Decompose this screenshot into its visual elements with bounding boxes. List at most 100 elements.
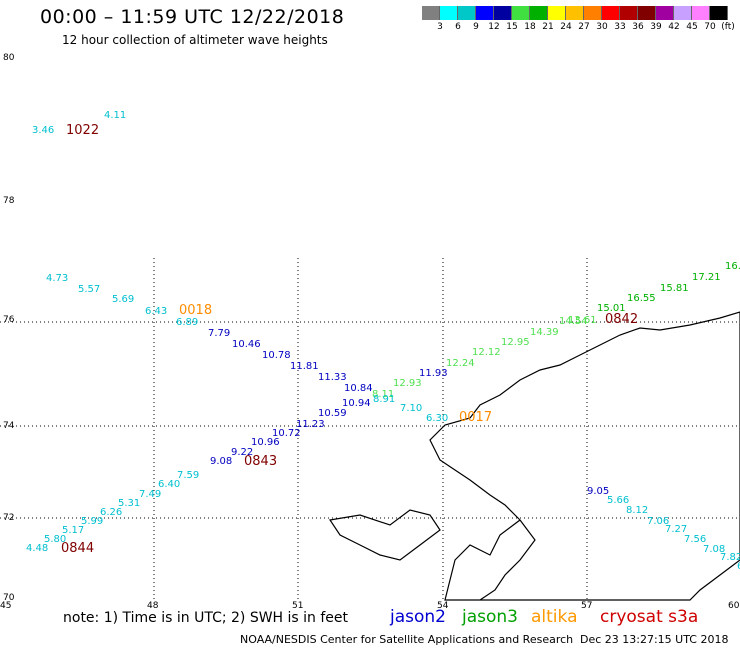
scale-swatch: [530, 6, 548, 20]
wave-height-label: 16.55: [627, 293, 656, 304]
pass-time-label: 0842: [605, 312, 638, 327]
scale-swatch: [602, 6, 620, 20]
scale-swatch: [422, 6, 440, 20]
wave-height-label: 12.93: [393, 378, 422, 389]
wave-height-label: 14.54: [559, 316, 588, 327]
scale-swatch: [566, 6, 584, 20]
wave-height-label: 11.23: [296, 419, 325, 430]
scale-label: 27: [578, 22, 590, 32]
wave-height-label: 7.27: [665, 524, 687, 535]
wave-height-label: 11.33: [318, 372, 347, 383]
legend-jason2: jason2: [390, 607, 446, 627]
scale-label: 45: [686, 22, 698, 32]
wave-height-label: 6.30: [426, 413, 448, 424]
pass-time-label: 1022: [66, 123, 99, 138]
wave-height-label: 7.79: [208, 328, 230, 339]
wave-height-label: 7.08: [703, 544, 725, 555]
wave-height-label: 12.24: [446, 358, 475, 369]
scale-label: 6: [455, 22, 461, 32]
wave-height-label: 5.57: [78, 284, 100, 295]
footer-note: note: 1) Time is in UTC; 2) SWH is in fe…: [63, 610, 349, 626]
wave-height-label: 5.31: [118, 498, 140, 509]
wave-height-label: 7.49: [139, 489, 161, 500]
wave-height-label: 11.81: [290, 361, 319, 372]
x-tick-label: 54: [437, 601, 449, 611]
y-tick-label: 74: [3, 421, 15, 431]
legend-jason3: jason3: [462, 607, 518, 627]
scale-swatch: [638, 6, 656, 20]
scale-label: 18: [524, 22, 536, 32]
wave-height-label: 7.82: [720, 552, 740, 563]
wave-height-label: 12.95: [501, 337, 530, 348]
wave-height-label: 10.72: [272, 428, 301, 439]
wave-height-label: 5.80: [44, 534, 66, 545]
pass-time-label: 0017: [459, 410, 492, 425]
scale-swatch: [458, 6, 476, 20]
wave-height-label: 6.26: [100, 507, 122, 518]
scale-label: 24: [560, 22, 572, 32]
scale-label: 39: [650, 22, 662, 32]
footer-timestamp: Dec 23 13:27:15 UTC 2018: [580, 633, 729, 646]
scale-swatch: [674, 6, 692, 20]
wave-height-label: 8.12: [626, 505, 648, 516]
wave-height-label: 4.48: [26, 543, 48, 554]
legend-altika: altika: [531, 607, 578, 627]
color-scale-labels: 3 6 9 12 15 18 21 24 27 30 33 36 39 42 45 70 (ft): [422, 22, 740, 34]
scale-label: 3: [437, 22, 443, 32]
page-subtitle: 12 hour collection of altimeter wave hei…: [62, 33, 328, 47]
wave-height-label: 6.89: [176, 317, 198, 328]
wave-height-label: 9.08: [210, 456, 232, 467]
wave-height-label: 10.78: [262, 350, 291, 361]
wave-height-label: 17.21: [692, 272, 721, 283]
scale-swatch: [620, 6, 638, 20]
y-tick-label: 78: [3, 196, 15, 206]
wave-height-label: 10.46: [232, 339, 261, 350]
pass-time-label: 0844: [61, 541, 94, 556]
wave-height-label: 9.05: [587, 486, 609, 497]
scale-swatch: [548, 6, 566, 20]
x-tick-label: 57: [581, 601, 592, 611]
scale-swatch: [494, 6, 512, 20]
scale-label: 33: [614, 22, 626, 32]
wave-height-label: 6: [737, 561, 740, 572]
wave-height-label: 10.84: [344, 383, 373, 394]
scale-label: 42: [668, 22, 680, 32]
scale-swatch: [692, 6, 710, 20]
scale-label: (ft): [721, 22, 735, 32]
legend-cryosat-s3a: cryosat s3a: [600, 607, 699, 627]
scale-label: 21: [542, 22, 554, 32]
wave-height-label: 15.01: [597, 303, 626, 314]
scale-label: 30: [596, 22, 608, 32]
wave-height-label: 3.46: [32, 125, 54, 136]
scale-swatch: [656, 6, 674, 20]
x-tick-label: 60: [728, 601, 740, 611]
scale-swatch: [476, 6, 494, 20]
scale-label: 36: [632, 22, 644, 32]
wave-height-label: 5.66: [607, 495, 629, 506]
coastline: [328, 311, 740, 601]
wave-height-label: 9.22: [231, 447, 253, 458]
wave-height-label: 10.94: [342, 398, 371, 409]
pass-time-label: 0843: [244, 454, 277, 469]
footer-credit: NOAA/NESDIS Center for Satellite Applica…: [240, 633, 574, 646]
wave-height-label: 5.17: [62, 525, 84, 536]
color-scale-bar: [422, 6, 728, 20]
scale-label: 9: [473, 22, 479, 32]
x-tick-label: 45: [0, 601, 11, 611]
y-tick-label: 80: [3, 53, 15, 63]
y-tick-label: 76: [3, 315, 15, 325]
scale-swatch: [584, 6, 602, 20]
wave-height-label: 7.56: [684, 534, 706, 545]
wave-height-label: 10.96: [251, 437, 280, 448]
wave-height-label: 6.43: [145, 306, 167, 317]
wave-height-label: 10.59: [318, 408, 347, 419]
wave-height-label: 4.73: [46, 273, 68, 284]
scale-swatch: [710, 6, 728, 20]
wave-height-label: 5.99: [81, 516, 103, 527]
wave-height-label: 8.91: [373, 394, 395, 405]
y-tick-label: 72: [3, 513, 14, 523]
wave-height-label: 7.06: [647, 516, 669, 527]
wave-height-label: 6.40: [158, 479, 180, 490]
wave-height-label: 5.69: [112, 294, 134, 305]
